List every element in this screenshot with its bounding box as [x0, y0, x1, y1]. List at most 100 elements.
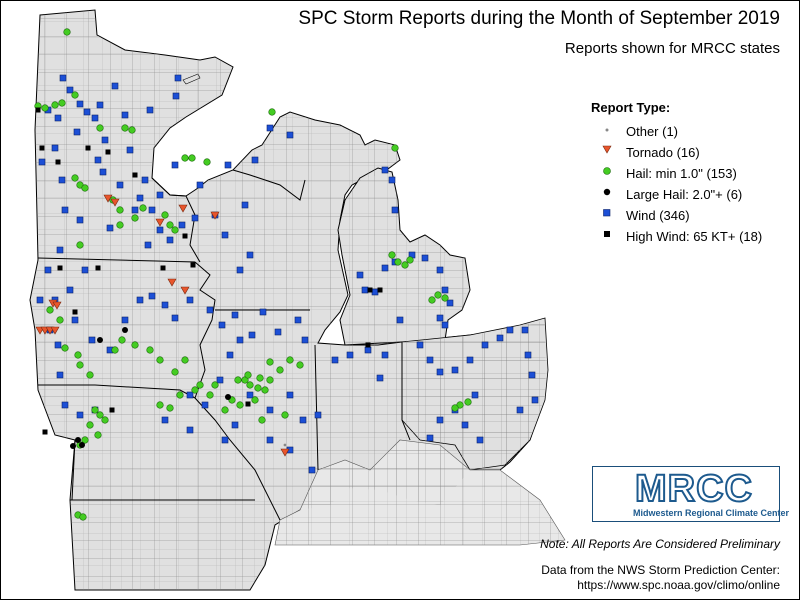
mrcc-logo: MRCC Midwestern Regional Climate Center: [592, 466, 789, 522]
wind-report-marker: [136, 296, 144, 304]
wind-report-marker: [51, 144, 59, 152]
wind-report-marker: [461, 421, 469, 429]
wind-report-marker: [376, 374, 384, 382]
wind-report-marker: [476, 436, 484, 444]
wind-report-marker: [148, 292, 156, 300]
hail-report-marker: [176, 391, 184, 399]
hail-report-marker: [91, 406, 99, 414]
hail-report-marker: [79, 513, 87, 521]
wind-report-marker: [266, 436, 274, 444]
hail-report-marker: [394, 258, 402, 266]
wind-report-marker: [248, 331, 256, 339]
wind-report-marker: [116, 181, 124, 189]
wind-report-marker: [331, 356, 339, 364]
wind-report-marker: [56, 246, 64, 254]
data-source-url: https://www.spc.noaa.gov/climo/online: [577, 578, 780, 592]
hail-report-marker: [74, 351, 82, 359]
wind-report-marker: [186, 426, 194, 434]
wind-report-marker: [346, 351, 354, 359]
border-mn-wi: [151, 177, 201, 263]
high-wind-report-marker: [377, 287, 383, 293]
wind-report-marker: [76, 411, 84, 419]
wind-report-marker: [144, 241, 152, 249]
preliminary-note: Note: All Reports Are Considered Prelimi…: [540, 537, 780, 551]
hail-report-marker: [81, 436, 89, 444]
page-subtitle: Reports shown for MRCC states: [564, 40, 780, 57]
wind-report-marker: [446, 299, 454, 307]
wind-report-marker: [286, 131, 294, 139]
wind-report-marker: [396, 316, 404, 324]
wind-report-marker: [174, 74, 182, 82]
wind-report-marker: [66, 86, 74, 94]
wind-report-marker: [201, 401, 209, 409]
hail-report-marker: [188, 154, 196, 162]
wind-report-marker: [314, 411, 322, 419]
border-ks-mo: [71, 439, 76, 501]
logo-text: MRCC: [634, 468, 753, 510]
large-hail-report-marker: [79, 442, 85, 448]
high-wind-report-marker: [105, 149, 111, 155]
high-wind-report-marker: [35, 107, 41, 113]
legend-label: Other (1): [626, 124, 679, 139]
large-hail-report-marker: [75, 437, 81, 443]
hail-report-marker: [388, 251, 396, 259]
hail-report-marker: [406, 256, 414, 264]
wind-report-marker: [171, 161, 179, 169]
tornado-report-marker: [103, 194, 113, 203]
hail-report-marker: [146, 346, 154, 354]
wind-report-marker: [381, 351, 389, 359]
hail-report-marker: [156, 401, 164, 409]
legend-tornado-symbol: [602, 145, 612, 154]
wind-report-marker: [146, 106, 154, 114]
legend-large-hail-symbol: [603, 188, 611, 196]
wind-report-marker: [481, 341, 489, 349]
wind-report-marker: [161, 301, 169, 309]
high-wind-report-marker: [132, 172, 138, 178]
wind-report-marker: [441, 286, 449, 294]
storm-report-points: [34, 28, 539, 521]
hail-report-marker: [51, 101, 59, 109]
high-wind-report-marker: [72, 309, 78, 315]
logo-subtitle: Midwestern Regional Climate Center: [633, 508, 790, 518]
wind-report-marker: [521, 326, 529, 334]
high-wind-report-marker: [245, 401, 251, 407]
tornado-report-marker: [110, 198, 120, 207]
legend-item-wind: Wind (346): [590, 209, 790, 230]
hail-report-marker: [258, 416, 266, 424]
wind-report-marker: [191, 214, 199, 222]
hail-report-marker: [191, 386, 199, 394]
border-il-in: [314, 344, 319, 471]
wind-report-marker: [421, 254, 429, 262]
hail-report-marker: [46, 306, 54, 314]
wind-report-marker: [266, 406, 274, 414]
hail-report-marker: [96, 124, 104, 132]
wind-report-marker: [226, 351, 234, 359]
high-wind-report-marker: [85, 145, 91, 151]
state-borders: [37, 169, 411, 521]
hail-report-marker: [211, 381, 219, 389]
hail-report-marker: [428, 296, 436, 304]
wind-report-marker: [221, 436, 229, 444]
wind-report-marker: [161, 416, 169, 424]
wind-report-marker: [36, 296, 44, 304]
hail-report-marker: [266, 358, 274, 366]
wind-report-marker: [156, 191, 164, 199]
high-wind-report-marker: [55, 159, 61, 165]
wind-report-marker: [166, 236, 174, 244]
tornado-report-marker: [178, 204, 188, 213]
border-wi-mi: [232, 169, 306, 201]
wind-report-marker: [436, 368, 444, 376]
wind-report-marker: [466, 356, 474, 364]
hail-report-marker: [246, 381, 254, 389]
high-wind-report-marker: [42, 429, 48, 435]
hail-report-marker: [171, 368, 179, 376]
wind-report-marker: [246, 251, 254, 259]
hail-report-marker: [196, 381, 204, 389]
hail-report-marker: [56, 316, 64, 324]
hail-report-marker: [464, 398, 472, 406]
wind-report-marker: [381, 264, 389, 272]
wind-report-marker: [361, 286, 369, 294]
wind-report-marker: [71, 316, 79, 324]
wind-report-marker: [426, 434, 434, 442]
